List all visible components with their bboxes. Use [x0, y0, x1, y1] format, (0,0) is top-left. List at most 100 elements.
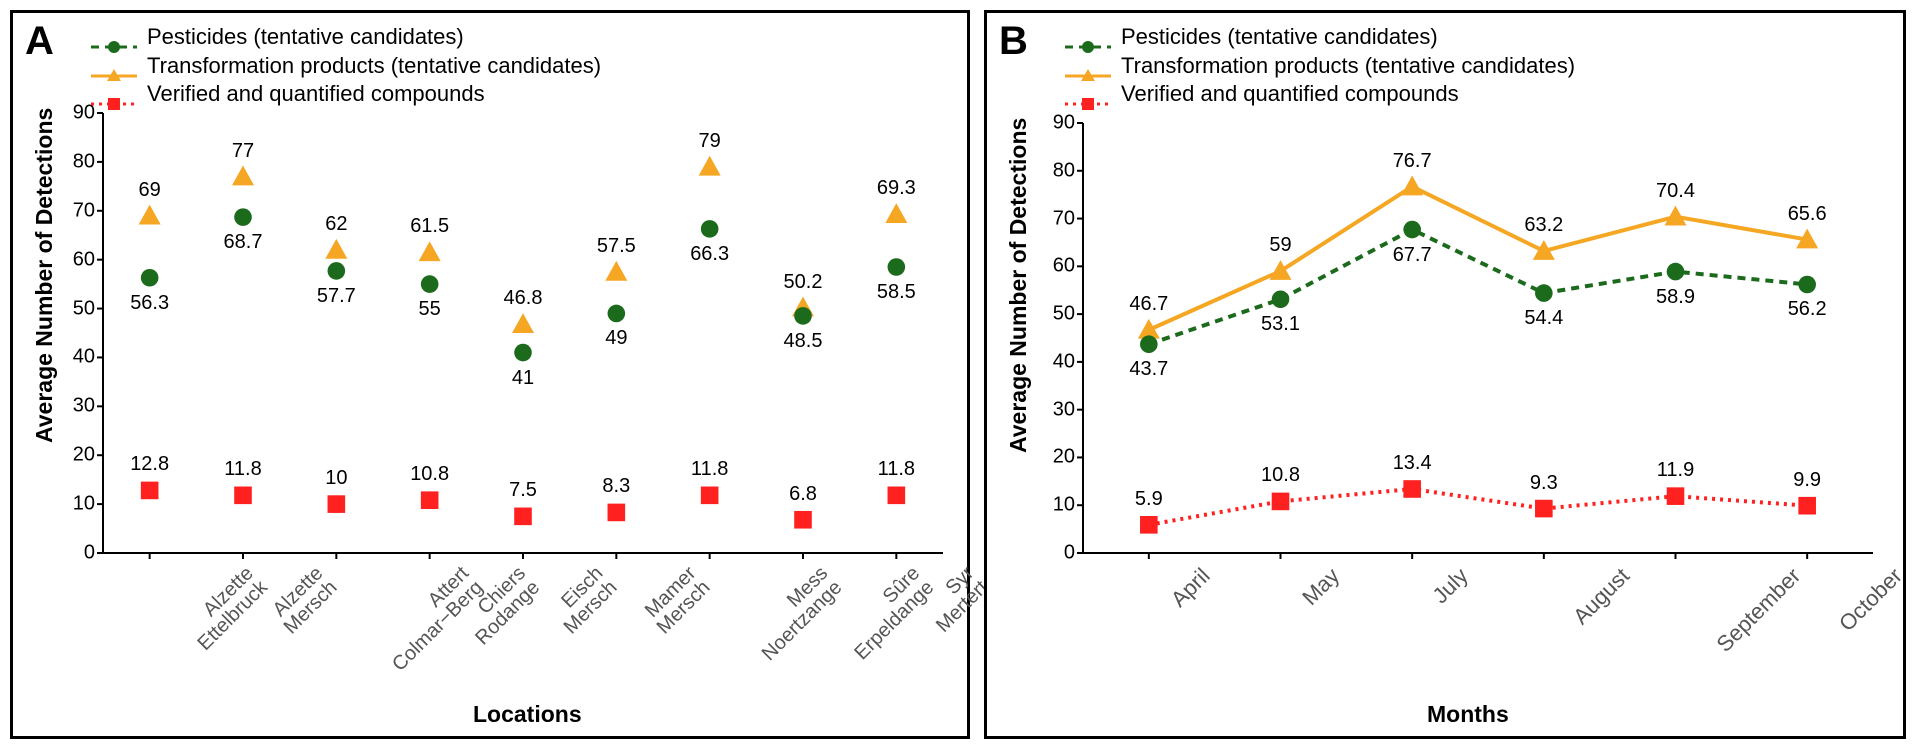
y-axis-label-a: Average Number of Detections	[31, 108, 58, 443]
data-label: 77	[232, 140, 254, 163]
panel-a: A Pesticides (tentative candidates) Tran…	[10, 10, 970, 739]
data-label: 53.1	[1261, 313, 1300, 336]
data-label: 50.2	[784, 271, 823, 294]
x-tick-label: Alzette Ettelbruck	[180, 563, 271, 654]
y-tick-label: 80	[67, 150, 95, 173]
x-tick-label: Alzette Mersch	[266, 563, 341, 638]
y-tick-label: 50	[67, 297, 95, 320]
y-tick-label: 40	[1047, 350, 1075, 373]
legend-row-pesticides: Pesticides (tentative candidates)	[1065, 23, 1575, 52]
y-tick-label: 90	[1047, 112, 1075, 135]
plot-area-b: 0102030405060708090AprilMayJulyAugustSep…	[1083, 123, 1873, 553]
data-label: 5.9	[1135, 488, 1163, 511]
y-tick-label: 70	[1047, 207, 1075, 230]
x-tick-label: April	[1166, 563, 1216, 613]
legend-a: Pesticides (tentative candidates) Transf…	[91, 23, 601, 109]
y-tick-label: 0	[67, 542, 95, 565]
x-tick-label: Mess Noertzange	[744, 563, 845, 664]
legend-label-pesticides: Pesticides (tentative candidates)	[1121, 23, 1438, 52]
legend-label-transformation: Transformation products (tentative candi…	[147, 52, 601, 81]
data-label: 10.8	[410, 463, 449, 486]
panel-letter-a: A	[25, 19, 54, 64]
data-label: 10	[325, 467, 347, 490]
data-label: 7.5	[509, 479, 537, 502]
data-label: 56.2	[1788, 298, 1827, 321]
legend-row-verified: Verified and quantified compounds	[91, 80, 601, 109]
y-tick-label: 10	[67, 493, 95, 516]
data-label: 43.7	[1129, 358, 1168, 381]
data-label: 11.9	[1657, 459, 1694, 482]
legend-row-transformation: Transformation products (tentative candi…	[91, 52, 601, 81]
y-tick-label: 20	[67, 444, 95, 467]
x-tick-label: September	[1711, 563, 1805, 657]
y-tick-label: 50	[1047, 303, 1075, 326]
data-label: 55	[419, 298, 441, 321]
legend-row-pesticides: Pesticides (tentative candidates)	[91, 23, 601, 52]
data-label: 9.3	[1530, 472, 1558, 495]
plot-area-a: 0102030405060708090Alzette EttelbruckAlz…	[103, 113, 943, 553]
data-label: 66.3	[690, 243, 729, 266]
y-axis-label-b: Average Number of Detections	[1005, 118, 1032, 453]
data-label: 9.9	[1793, 469, 1821, 492]
y-tick-label: 40	[67, 346, 95, 369]
x-tick-label: Syr Mertert	[919, 563, 992, 636]
data-label: 63.2	[1524, 214, 1563, 237]
data-label: 70.4	[1656, 180, 1695, 203]
data-label: 57.5	[597, 235, 636, 258]
legend-label-pesticides: Pesticides (tentative candidates)	[147, 23, 464, 52]
data-label: 56.3	[130, 292, 169, 315]
y-tick-label: 80	[1047, 159, 1075, 182]
y-tick-label: 70	[67, 199, 95, 222]
y-tick-label: 60	[67, 248, 95, 271]
y-tick-label: 30	[67, 395, 95, 418]
data-label: 11.8	[691, 458, 728, 481]
legend-label-verified: Verified and quantified compounds	[147, 80, 485, 109]
x-tick-label: July	[1428, 563, 1474, 609]
data-label: 69.3	[877, 177, 916, 200]
legend-row-verified: Verified and quantified compounds	[1065, 80, 1575, 109]
data-label: 69	[139, 179, 161, 202]
data-label: 67.7	[1393, 244, 1432, 267]
y-tick-label: 90	[67, 102, 95, 125]
data-label: 54.4	[1524, 307, 1563, 330]
x-axis-label-b: Months	[1427, 701, 1509, 728]
data-label: 68.7	[224, 231, 263, 254]
x-tick-label: Mamer Mersch	[640, 563, 715, 638]
y-tick-label: 30	[1047, 398, 1075, 421]
x-tick-label: May	[1297, 563, 1345, 611]
data-label: 62	[325, 213, 347, 236]
panel-b: B Pesticides (tentative candidates) Tran…	[984, 10, 1906, 739]
data-label: 11.8	[224, 458, 261, 481]
data-label: 10.8	[1261, 464, 1300, 487]
y-tick-label: 0	[1047, 542, 1075, 565]
x-tick-label: Sûre Erpeldange	[837, 563, 938, 664]
y-tick-label: 20	[1047, 446, 1075, 469]
data-label: 48.5	[784, 330, 823, 353]
data-label: 58.9	[1656, 286, 1695, 309]
data-label: 11.8	[878, 458, 915, 481]
data-label: 65.6	[1788, 203, 1827, 226]
data-label: 57.7	[317, 285, 356, 308]
data-label: 59	[1269, 234, 1291, 257]
data-label: 46.8	[504, 287, 543, 310]
data-label: 49	[605, 327, 627, 350]
data-label: 76.7	[1393, 150, 1432, 173]
data-label: 8.3	[602, 475, 630, 498]
data-label: 6.8	[789, 483, 817, 506]
x-tick-label: August	[1568, 563, 1635, 630]
legend-label-verified: Verified and quantified compounds	[1121, 80, 1459, 109]
y-tick-label: 10	[1047, 494, 1075, 517]
legend-row-transformation: Transformation products (tentative candi…	[1065, 52, 1575, 81]
data-label: 46.7	[1129, 293, 1168, 316]
panel-letter-b: B	[999, 19, 1028, 64]
data-label: 12.8	[130, 453, 169, 476]
data-label: 41	[512, 367, 534, 390]
y-tick-label: 60	[1047, 255, 1075, 278]
legend-b: Pesticides (tentative candidates) Transf…	[1065, 23, 1575, 109]
x-tick-label: October	[1834, 563, 1908, 637]
data-label: 61.5	[410, 215, 449, 238]
x-axis-label-a: Locations	[473, 701, 582, 728]
x-tick-label: Eisch Mersch	[546, 563, 621, 638]
legend-label-transformation: Transformation products (tentative candi…	[1121, 52, 1575, 81]
data-label: 79	[699, 130, 721, 153]
